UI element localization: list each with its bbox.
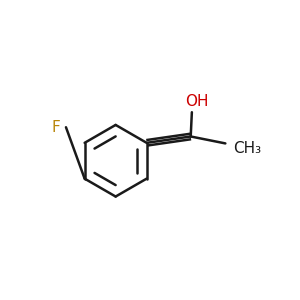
Text: CH₃: CH₃ [233,140,262,155]
Text: OH: OH [185,94,208,109]
Text: F: F [51,120,60,135]
